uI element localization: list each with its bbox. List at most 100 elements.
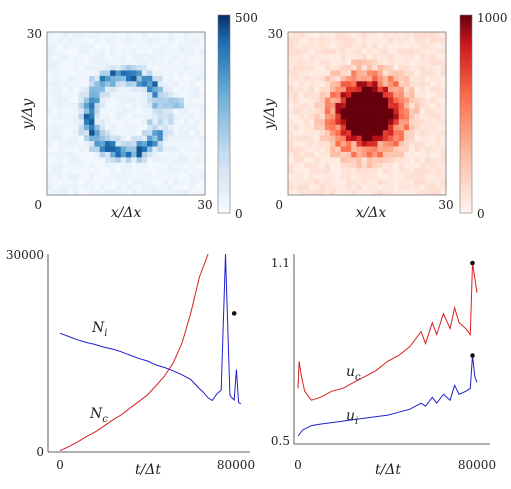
heatmap-cell: [330, 37, 336, 44]
heatmap-cell: [141, 53, 148, 60]
heatmap-cell: [147, 156, 153, 163]
heatmap-cell: [298, 113, 305, 120]
heatmap-cell: [356, 64, 363, 71]
heatmap-cell: [104, 64, 111, 71]
heatmap-cell: [73, 124, 79, 131]
heatmap-cell: [324, 135, 331, 142]
heatmap-cell: [398, 184, 405, 190]
heatmap-cell: [398, 102, 405, 109]
heatmap-cell: [335, 53, 342, 60]
heatmap-cell: [94, 124, 101, 131]
heatmap-cell: [126, 113, 132, 120]
heatmap-cell: [409, 37, 415, 44]
heatmap-cell: [377, 108, 384, 114]
heatmap-cell: [414, 59, 421, 65]
heatmap-cell: [168, 118, 174, 125]
heatmap-cell: [367, 102, 373, 109]
heatmap-cell: [298, 118, 305, 125]
heatmap-cell: [115, 70, 122, 76]
heatmap-cell: [104, 97, 111, 104]
heatmap-cell: [340, 129, 347, 136]
heatmap-cell: [377, 37, 384, 44]
heatmap-cell: [319, 178, 326, 185]
heatmap-cell: [104, 53, 111, 60]
heatmap-cell: [351, 75, 357, 82]
heatmap-cell: [147, 146, 153, 152]
heatmap-cell: [303, 32, 310, 38]
heatmap-cell: [104, 129, 111, 136]
heatmap-cell: [141, 42, 148, 49]
heatmap-cell: [293, 102, 299, 109]
heatmap-cell: [194, 102, 201, 109]
heatmap-cell: [57, 140, 64, 147]
heatmap-cell: [440, 140, 447, 147]
heatmap-cell: [62, 42, 69, 49]
heatmap-cell: [57, 184, 64, 190]
heatmap-cell: [141, 146, 148, 152]
heatmap-cell: [356, 97, 363, 104]
heatmap-cell: [377, 124, 384, 131]
heatmap-cell: [173, 86, 180, 93]
heatmap-cell: [351, 59, 357, 65]
heatmap-cell: [199, 167, 206, 174]
heatmap-cell: [409, 80, 415, 87]
heatmap-cell: [424, 64, 431, 71]
heatmap-cell: [398, 140, 405, 147]
heatmap-cell: [178, 59, 185, 65]
heatmap-cell: [157, 129, 164, 136]
heatmap-cell: [189, 124, 195, 131]
heatmap-cell: [361, 189, 368, 196]
heatmap-cell: [68, 42, 74, 49]
heatmap-cell: [68, 189, 74, 196]
heatmap-cell: [440, 59, 447, 65]
heatmap-cell: [324, 146, 331, 152]
heatmap-cell: [345, 75, 352, 82]
heatmap-cell: [178, 124, 185, 131]
heatmap-cell: [152, 48, 158, 55]
heatmap-cell: [94, 97, 101, 104]
heatmap-cell: [414, 118, 421, 125]
heatmap-cell: [324, 64, 331, 71]
heatmap-cell: [189, 75, 195, 82]
heatmap-cell: [115, 173, 122, 180]
heatmap-cell: [152, 102, 158, 109]
heatmap-cell: [335, 156, 342, 163]
heatmap-cell: [419, 86, 426, 93]
heatmap-cell: [199, 151, 206, 158]
heatmap-cell: [126, 178, 132, 185]
heatmap-cell: [361, 124, 368, 131]
heatmap-cell: [440, 48, 447, 55]
heatmap-cell: [288, 129, 294, 136]
heatmap-cell: [361, 42, 368, 49]
heatmap-cell: [199, 173, 206, 180]
heatmap-cell: [351, 140, 357, 147]
heatmap-cell: [330, 162, 336, 169]
heatmap-cell: [293, 129, 299, 136]
heatmap-cell: [435, 178, 442, 185]
heatmap-cell: [115, 64, 122, 71]
heatmap-cell: [141, 59, 148, 65]
heatmap-cell: [409, 124, 415, 131]
heatmap-cell: [309, 48, 315, 55]
heatmap-cell: [73, 48, 79, 55]
heatmap-cell: [398, 146, 405, 152]
heatmap-cell: [52, 129, 58, 136]
xtick-label: 80000: [458, 458, 496, 472]
heatmap-cell: [78, 178, 85, 185]
heatmap-cell: [409, 189, 415, 196]
heatmap-cell: [68, 173, 74, 180]
heatmap-cell: [351, 108, 357, 114]
heatmap-cell: [47, 173, 53, 180]
heatmap-cell: [409, 32, 415, 38]
heatmap-cell: [47, 146, 53, 152]
heatmap-cell: [126, 91, 132, 98]
heatmap-cell: [183, 59, 190, 65]
heatmap-cell: [115, 91, 122, 98]
heatmap-cell: [403, 151, 410, 158]
heatmap-cell: [435, 37, 442, 44]
ytick-label: 0: [36, 445, 44, 459]
heatmap-cell: [199, 108, 206, 114]
heatmap-cell: [68, 184, 74, 190]
heatmap-cell: [178, 97, 185, 104]
heatmap-cell: [440, 42, 447, 49]
